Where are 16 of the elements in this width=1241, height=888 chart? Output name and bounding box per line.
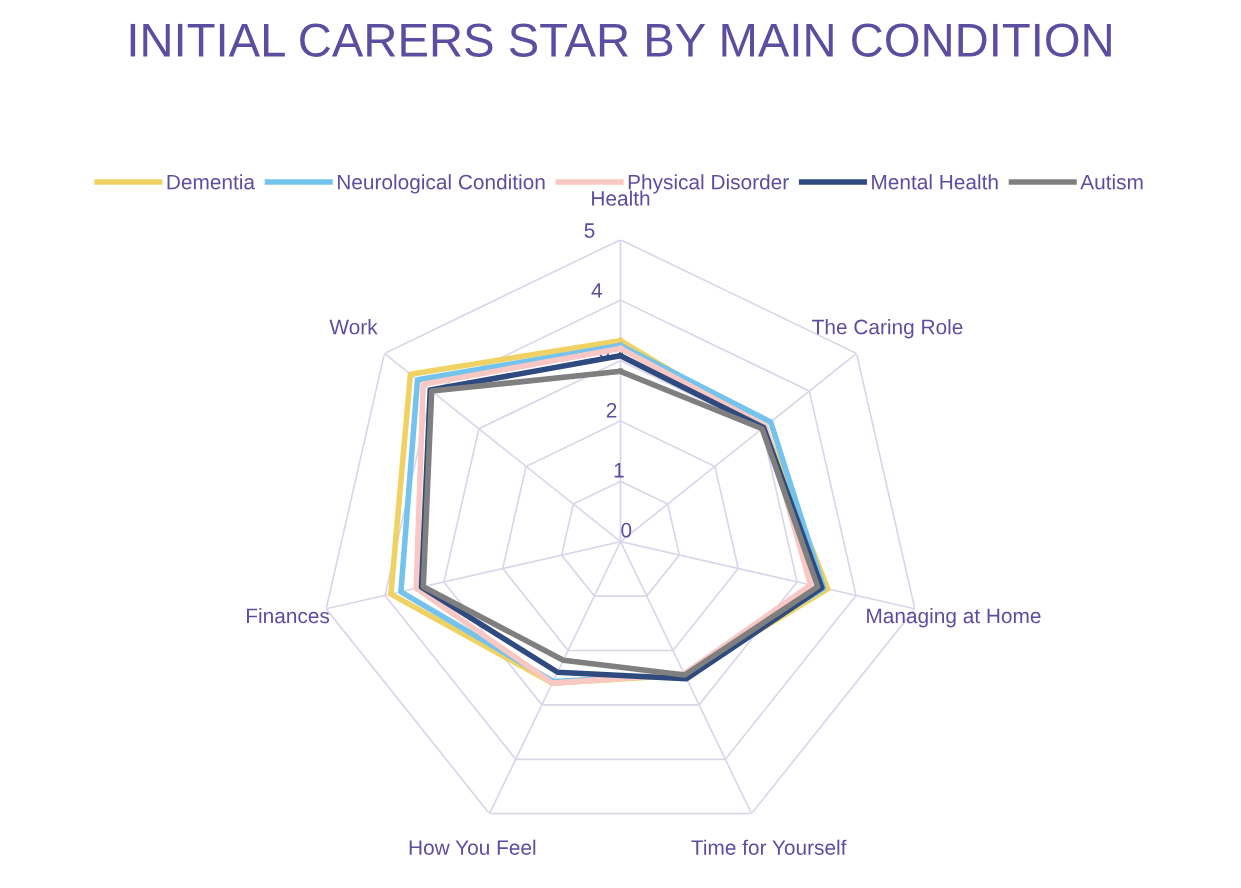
spoke-label: How You Feel: [409, 839, 536, 855]
spoke-label: Managing at Home: [867, 607, 1041, 628]
y-tick-label: 0: [621, 522, 632, 538]
spoke-label: Work: [329, 319, 378, 335]
spoke-label: The Caring Role: [812, 319, 963, 339]
chart-title: INITIAL CARERS STAR BY MAIN CONDITION: [130, 23, 1111, 57]
legend-label: Neurological Condition: [337, 174, 545, 194]
y-tick-label: 4: [591, 283, 603, 298]
y-tick-label: 5: [584, 223, 595, 238]
legend-label: Autism: [1080, 174, 1143, 190]
legend-label: Dementia: [167, 174, 256, 190]
y-tick-label: 1: [614, 463, 624, 478]
spoke-label: Time for Yourself: [691, 839, 847, 855]
legend-label: Mental Health: [872, 174, 998, 190]
y-tick-label: 2: [606, 402, 617, 418]
spoke-label: Finances: [247, 607, 330, 624]
